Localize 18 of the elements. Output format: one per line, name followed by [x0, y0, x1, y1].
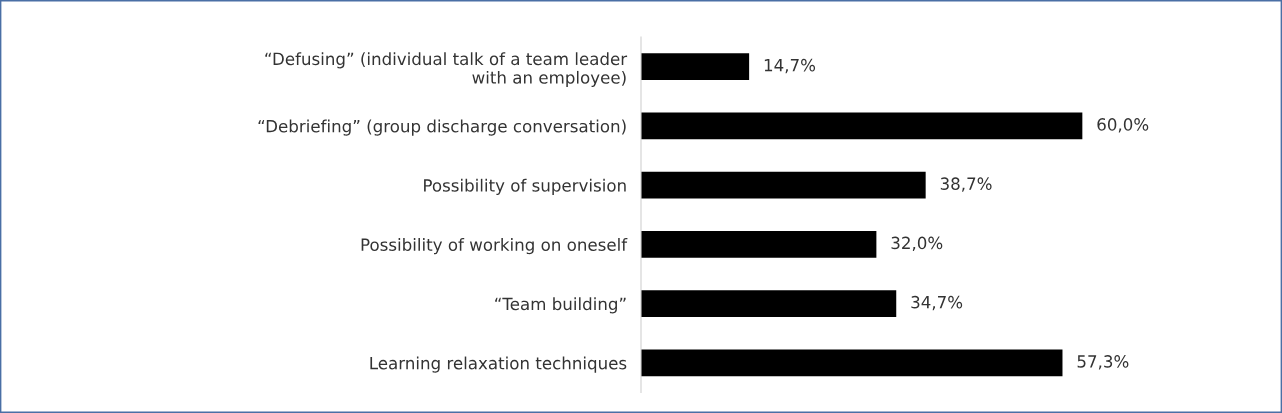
data-label: 14,7% [764, 58, 816, 74]
bar [641, 290, 897, 317]
y-tick-label: “Defusing” (individual talk of a team leader with an employee) [265, 52, 628, 88]
data-label: 34,7% [911, 295, 963, 311]
bar [641, 349, 1063, 377]
y-tick-label: Possibility of working on oneself [361, 238, 628, 255]
y-tick-label: Possibility of supervision [424, 178, 626, 195]
bar [641, 231, 877, 258]
data-label: 60,0% [1097, 118, 1149, 133]
bar [641, 112, 1083, 140]
y-tick-label: “Debriefing” (group discharge conversation) [258, 119, 626, 136]
data-label: 57,3% [1077, 355, 1129, 370]
data-label: 38,7% [940, 177, 992, 192]
y-tick-label: Learning relaxation techniques [370, 356, 627, 373]
bar [641, 171, 926, 199]
y-tick-label: “Team building” [495, 297, 626, 314]
data-label: 32,0% [891, 236, 943, 251]
bar [641, 53, 750, 80]
